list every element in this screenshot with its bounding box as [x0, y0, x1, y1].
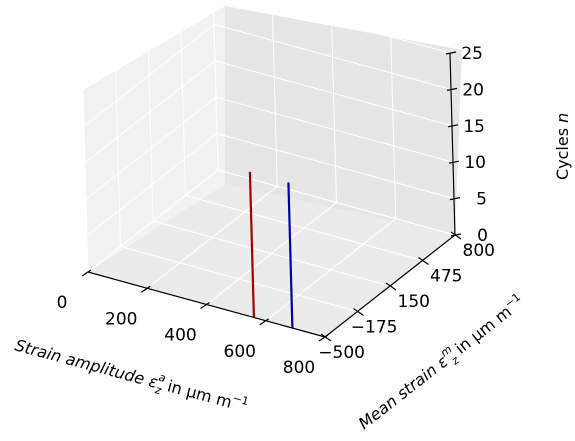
data-series: [248, 171, 294, 329]
axes: [81, 51, 462, 342]
series-line-1: [248, 171, 255, 318]
y-tick-label: 800: [463, 241, 495, 261]
z-tick-label: 25: [461, 44, 483, 64]
grid-line-y-left: [180, 13, 186, 196]
grid-line-y-floor: [120, 246, 358, 312]
pane-floor: [88, 184, 455, 337]
z-tick: [448, 160, 460, 164]
z-tick-label: 5: [476, 190, 487, 210]
z-tick-label: 20: [462, 80, 484, 100]
y-tick: [418, 257, 429, 265]
x-tick-label: 200: [105, 309, 137, 329]
y-tick-label: 475: [430, 267, 462, 287]
z-tick-label: 10: [464, 153, 486, 173]
series-line-2: [287, 182, 294, 329]
y-tick: [320, 333, 332, 342]
y-tick: [353, 308, 364, 316]
y-tick-label: −175: [351, 318, 398, 338]
x-tick: [81, 269, 92, 277]
grid-line-x-back: [331, 20, 337, 203]
x-tick: [140, 285, 151, 293]
grid-line-x-back: [212, 0, 219, 171]
grid-line-z-left: [84, 60, 216, 164]
z-tick: [449, 197, 461, 201]
grid-line-y-left: [115, 64, 121, 247]
y-axis-title: Mean strain εmz in µm m−1: [353, 290, 530, 437]
y-tick: [385, 282, 397, 291]
z-tick: [447, 124, 459, 128]
x-tick-label: 400: [164, 326, 196, 346]
grid-line-z-left: [86, 133, 218, 236]
grid-line-y-left: [147, 38, 154, 222]
x-tick-label: 800: [283, 358, 315, 378]
grid-line-x-back: [271, 4, 278, 187]
x-tick-label: 0: [57, 293, 68, 313]
grid-line-y-left: [82, 89, 89, 273]
x-tick: [318, 334, 329, 342]
grid-line-z-left: [87, 169, 219, 273]
z-tick: [445, 51, 457, 55]
x-tick: [259, 318, 270, 326]
z-tick-label: 0: [477, 226, 488, 246]
z-tick-label: 15: [463, 117, 485, 137]
x-tick: [200, 302, 210, 309]
pane-back: [225, 6, 462, 235]
x-tick-label: 600: [224, 342, 256, 362]
grid-line-y-floor: [152, 220, 391, 287]
grid-line-z-left: [83, 24, 215, 127]
grid-line-z-left: [85, 96, 217, 200]
grid-line-x-back: [390, 36, 397, 219]
z-axis-line: [449, 52, 456, 236]
y-tick-label: −500: [318, 343, 365, 363]
z-tick: [446, 87, 458, 91]
pane-left: [83, 6, 225, 272]
y-tick-label: 150: [398, 292, 430, 312]
z-axis-title: Cycles n: [553, 113, 572, 180]
x-axis-title: Strain amplitude εaz in µm m−1: [12, 333, 251, 420]
grid-line-y-floor: [185, 195, 423, 261]
z-tick: [450, 233, 462, 237]
grid-line-z-left: [82, 0, 199, 91]
